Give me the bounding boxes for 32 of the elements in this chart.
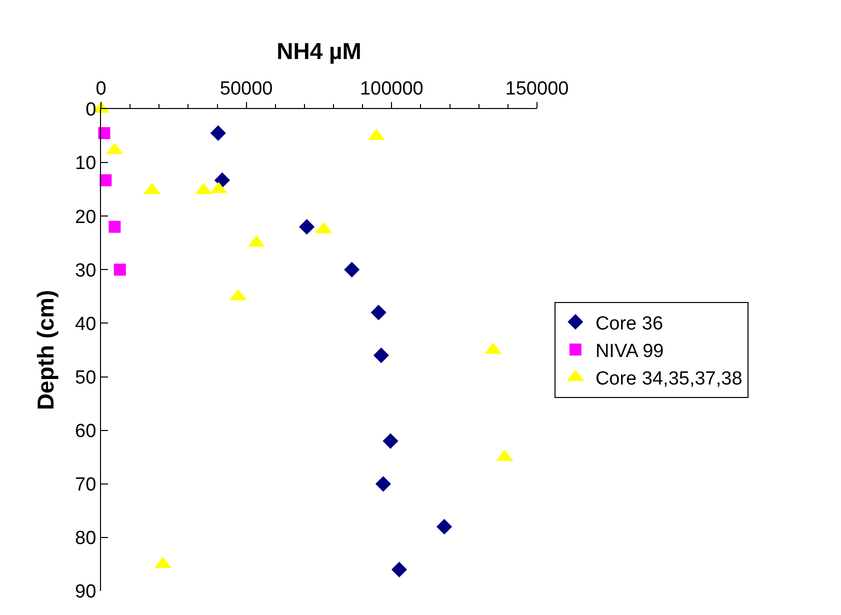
legend-label: Core 36	[595, 313, 664, 334]
point	[370, 304, 386, 320]
point	[98, 127, 110, 140]
point	[382, 433, 398, 449]
y-tick-label: 30	[75, 260, 96, 282]
y-tick-label: 40	[75, 314, 96, 335]
point	[214, 172, 230, 188]
y-axis-title: Depth (cm)	[32, 290, 59, 410]
y-tick-label: 60	[75, 420, 96, 442]
point	[210, 125, 226, 141]
y-tick-label: 20	[75, 206, 96, 228]
point	[375, 476, 392, 492]
point	[344, 262, 360, 278]
x-tick-label: 100000	[360, 78, 424, 100]
x-tick-label: 150000	[505, 78, 569, 100]
x-tick-label: 50000	[220, 78, 273, 100]
legend-label: Core 34,35,37,38	[595, 368, 742, 390]
y-tick-label: 80	[75, 528, 96, 550]
x-axis-title: NH4 µM	[276, 38, 362, 64]
y-tick-label: 70	[75, 474, 96, 496]
y-tick-label: 50	[75, 367, 96, 388]
point	[391, 562, 408, 578]
legend-label: NIVA 99	[595, 340, 664, 362]
point	[373, 348, 389, 364]
y-tick-label: 90	[75, 582, 96, 603]
point	[436, 518, 452, 535]
point	[108, 220, 121, 233]
point	[298, 219, 315, 235]
point	[114, 264, 126, 276]
point	[100, 174, 112, 186]
y-tick-label: 0	[86, 100, 96, 121]
y-tick-label: 10	[75, 153, 96, 174]
